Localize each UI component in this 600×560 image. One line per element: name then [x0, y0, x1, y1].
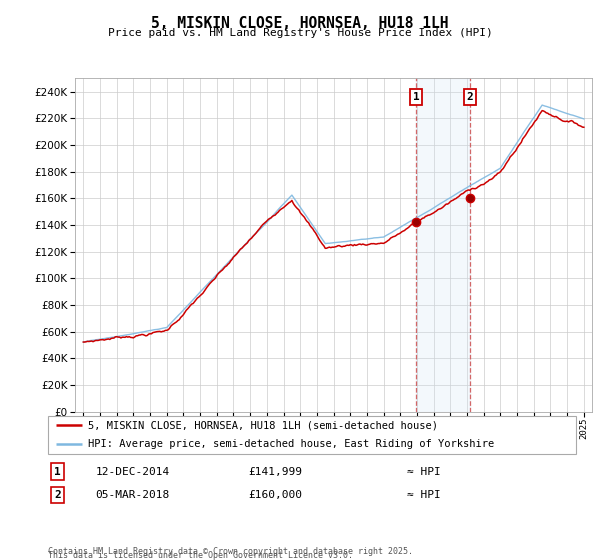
Text: 12-DEC-2014: 12-DEC-2014 — [95, 466, 170, 477]
Text: Contains HM Land Registry data © Crown copyright and database right 2025.: Contains HM Land Registry data © Crown c… — [48, 547, 413, 556]
Text: £160,000: £160,000 — [248, 490, 302, 500]
Text: 05-MAR-2018: 05-MAR-2018 — [95, 490, 170, 500]
Text: £141,999: £141,999 — [248, 466, 302, 477]
Text: Price paid vs. HM Land Registry's House Price Index (HPI): Price paid vs. HM Land Registry's House … — [107, 28, 493, 38]
Text: 2: 2 — [467, 92, 473, 102]
Text: HPI: Average price, semi-detached house, East Riding of Yorkshire: HPI: Average price, semi-detached house,… — [88, 439, 494, 449]
Text: 2: 2 — [54, 490, 61, 500]
Text: 1: 1 — [413, 92, 419, 102]
Text: 1: 1 — [54, 466, 61, 477]
FancyBboxPatch shape — [48, 416, 576, 454]
Bar — [416, 78, 470, 412]
Text: 5, MISKIN CLOSE, HORNSEA, HU18 1LH (semi-detached house): 5, MISKIN CLOSE, HORNSEA, HU18 1LH (semi… — [88, 420, 437, 430]
Text: This data is licensed under the Open Government Licence v3.0.: This data is licensed under the Open Gov… — [48, 551, 353, 560]
Text: 5, MISKIN CLOSE, HORNSEA, HU18 1LH: 5, MISKIN CLOSE, HORNSEA, HU18 1LH — [151, 16, 449, 31]
Text: ≈ HPI: ≈ HPI — [407, 466, 441, 477]
Text: ≈ HPI: ≈ HPI — [407, 490, 441, 500]
